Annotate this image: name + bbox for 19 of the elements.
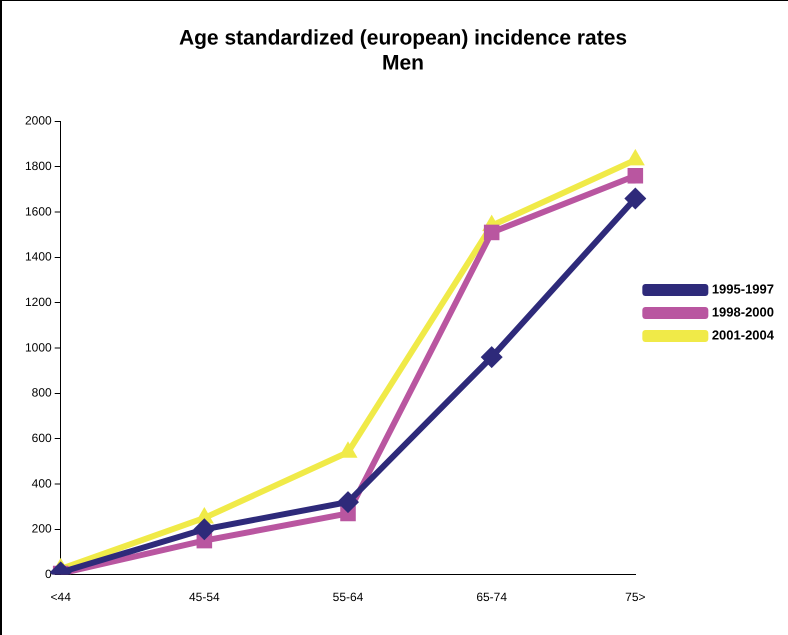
legend-label: 2001-2004	[712, 328, 775, 343]
x-tick-label: <44	[50, 590, 72, 604]
y-tick-label: 400	[32, 476, 52, 490]
chart-title: Age standardized (european) incidence rates Men	[178, 26, 628, 75]
y-tick-label: 1200	[24, 294, 52, 309]
x-tick-label: 55-64	[332, 590, 364, 604]
y-tick-label: 1400	[24, 250, 52, 264]
x-tick-label: 75>	[625, 590, 646, 604]
y-tick-label: 2000	[24, 114, 52, 128]
y-tick-label: 800	[32, 386, 52, 400]
y-tick-label: 1800	[24, 159, 52, 174]
y-tick-label: 200	[32, 522, 52, 536]
legend-label: 1995-1997	[712, 282, 774, 297]
legend-label: 1998-2000	[712, 304, 774, 320]
y-tick-label: 600	[32, 430, 52, 445]
x-tick-label: 65-74	[476, 590, 508, 604]
y-tick-label: 1600	[24, 204, 52, 218]
y-tick-label: 1000	[24, 340, 52, 354]
x-tick-label: 45-54	[189, 590, 220, 604]
